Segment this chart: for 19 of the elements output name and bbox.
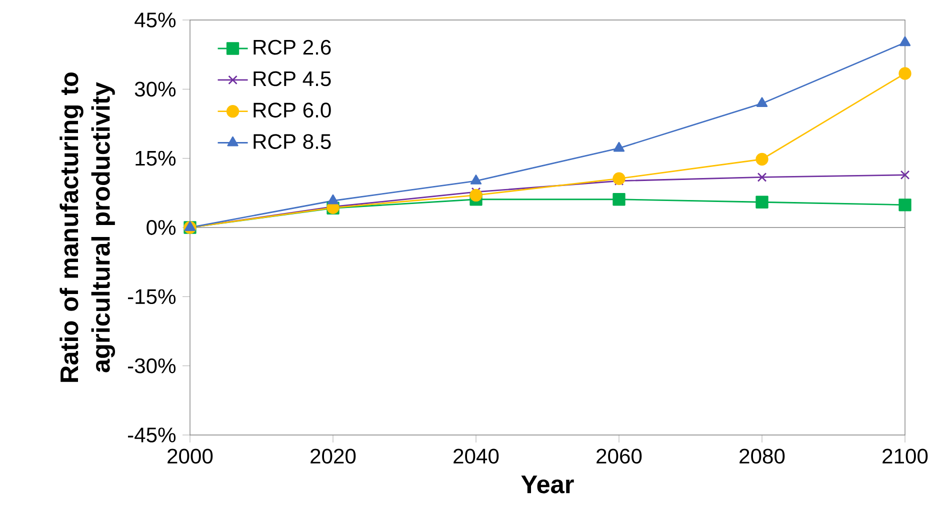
x-tick-label: 2020 [310,448,356,464]
legend-label: RCP 2.6 [254,40,331,55]
y-tick-label: -45% [128,428,176,442]
x-tick-label: 2100 [882,448,928,464]
y-axis-title: Ratio of manufacturing to agricultural productivity [60,72,116,382]
x-tick-label: 2080 [740,448,785,464]
legend-label: RCP 8.5 [254,134,331,149]
legend-label: RCP 6.0 [254,102,331,118]
y-tick-label: -15% [128,289,176,304]
y-tick-label: 30% [134,82,176,97]
x-axis-title: Year [521,476,574,494]
y-tick-label: 15% [136,150,176,166]
legend-label: RCP 4.5 [254,71,331,86]
x-tick-label: 2000 [168,448,213,464]
y-tick-label: 0% [146,220,176,235]
y-tick-label: -30% [128,358,176,374]
x-tick-label: 2040 [454,448,499,464]
y-tick-label: 45% [134,12,176,28]
x-tick-label: 2060 [596,448,642,464]
